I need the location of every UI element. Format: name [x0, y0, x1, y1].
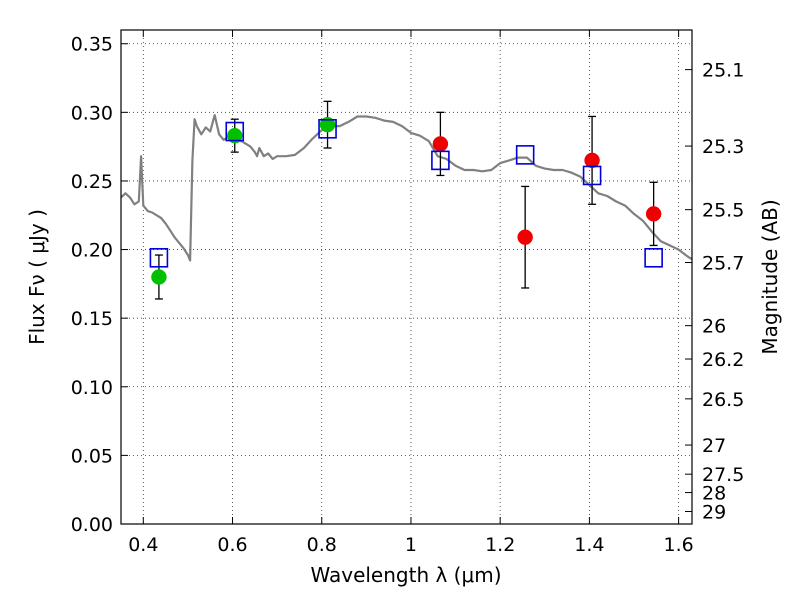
plot-frame — [120, 29, 693, 525]
y-tick-label: 0.10 — [71, 377, 113, 399]
x-tick-label: 0.6 — [217, 534, 247, 556]
y-tick-label: 0.35 — [71, 34, 113, 56]
red-data-point — [432, 136, 449, 152]
mag-tick-label: 25.5 — [702, 200, 744, 222]
green-data-point — [151, 269, 167, 285]
mag-tick-label: 26.2 — [702, 349, 744, 371]
model-band-marker — [149, 247, 169, 268]
tick-layer: 0.4 0.6 0.8 1 1.2 1.4 1.6 0.00 0.05 0.10 0.15 0.20 0… — [71, 30, 744, 556]
mag-tick-label: 27 — [702, 435, 726, 457]
y-tick-label: 0.25 — [71, 171, 113, 193]
y2-axis-title: Magnitude (AB) — [758, 199, 782, 354]
x-tick-label: 0.8 — [307, 534, 337, 556]
green-data-point — [227, 127, 243, 144]
y-tick-label: 0.30 — [71, 102, 113, 124]
mag-tick-label: 28 — [702, 483, 726, 505]
x-tick-label: 1 — [405, 534, 417, 556]
plot-background — [121, 30, 692, 524]
model-band-marker — [644, 247, 663, 268]
mag-tick-label: 25.7 — [702, 253, 744, 275]
mag-tick-label: 29 — [702, 501, 726, 523]
model-band-marker — [225, 121, 245, 142]
red-data-point — [645, 206, 662, 222]
y-axis-title: Flux Fν ( μJy ) — [25, 209, 49, 345]
x-axis-title: Wavelength λ (μm) — [310, 563, 501, 587]
x-tick-label: 1.2 — [485, 534, 515, 556]
y-tick-label: 0.15 — [71, 308, 113, 330]
mag-tick-label: 25.1 — [702, 60, 744, 82]
x-tick-label: 0.4 — [128, 534, 158, 556]
x-tick-label: 1.6 — [664, 534, 694, 556]
model-band-marker — [582, 165, 602, 186]
mag-tick-label: 25.3 — [702, 136, 744, 158]
model-band-marker — [515, 145, 535, 165]
y-tick-label: 0.20 — [71, 240, 113, 262]
y-tick-label: 0.05 — [71, 445, 113, 467]
green-data-point — [319, 116, 336, 133]
series-layer — [121, 114, 692, 262]
x-tick-label: 1.4 — [574, 534, 604, 556]
red-data-point — [517, 229, 533, 245]
mag-tick-label: 26.5 — [702, 389, 744, 411]
y-tick-label: 0.00 — [71, 514, 113, 536]
red-data-point — [584, 152, 600, 169]
model-band-marker — [431, 150, 450, 171]
model-spectrum-line — [121, 114, 692, 262]
model-band-marker — [318, 119, 337, 139]
mag-tick-label: 26 — [702, 316, 726, 338]
mag-tick-label: 27.5 — [702, 464, 744, 486]
marker-layer — [149, 100, 663, 300]
